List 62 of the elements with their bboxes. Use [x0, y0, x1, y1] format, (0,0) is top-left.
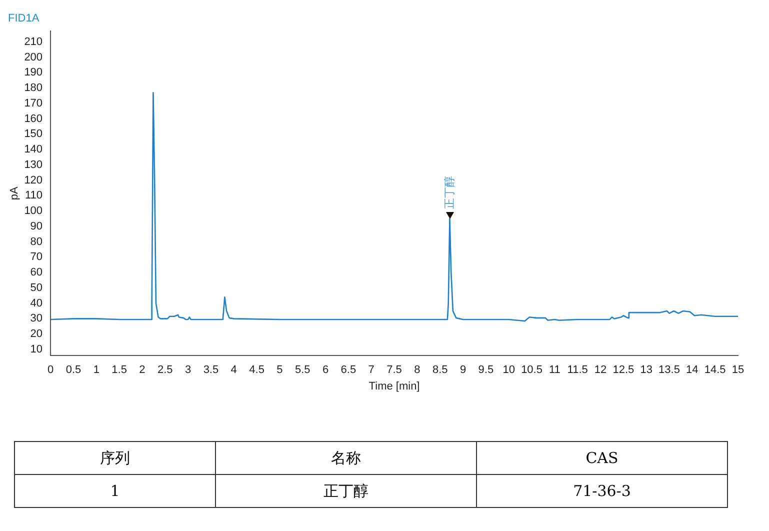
x-tick-label: 8.5	[432, 364, 448, 376]
x-tick-label: 5	[276, 364, 283, 376]
x-tick-label: 5.5	[294, 364, 310, 376]
chart-title: FID1A	[8, 12, 40, 25]
x-tick-label: 2	[139, 364, 146, 376]
y-tick-label: 110	[25, 190, 43, 202]
y-tick-label: 10	[30, 343, 43, 356]
y-tick-label: 70	[30, 251, 43, 264]
x-tick-label: 0.5	[66, 364, 82, 376]
y-tick-label: 100	[24, 205, 43, 218]
y-tick-label: 130	[24, 158, 43, 171]
x-tick-label: 6	[322, 364, 329, 376]
x-tick-label: 7.5	[386, 364, 402, 376]
text: 序列	[14, 442, 216, 474]
x-tick-label: 15	[732, 364, 744, 376]
x-tick-label: 8	[414, 364, 420, 376]
x-tick-label: 10	[502, 364, 515, 376]
y-tick-label: 30	[30, 312, 43, 325]
x-tick-label: 4	[230, 364, 237, 376]
text: 名称	[216, 442, 476, 474]
y-tick-label: 90	[30, 220, 43, 232]
text: 正丁醇	[216, 474, 476, 508]
x-tick-label: 9	[460, 364, 466, 376]
text: CAS	[476, 442, 728, 474]
x-tick-label: 13	[640, 364, 652, 376]
x-tick-label: 12.5	[612, 364, 634, 376]
x-tick-label: 11.5	[567, 364, 588, 376]
x-tick-label: 14	[686, 364, 698, 376]
text: 1	[14, 474, 216, 508]
y-tick-label: 210	[24, 36, 43, 48]
y-tick-label: 200	[24, 51, 43, 64]
y-tick-label: 150	[24, 128, 43, 140]
y-tick-label: 180	[24, 82, 43, 94]
y-tick-label: 20	[30, 328, 43, 340]
x-tick-label: 1.5	[112, 364, 127, 376]
y-tick-label: 160	[24, 112, 43, 125]
x-tick-label: 9.5	[478, 364, 494, 376]
x-tick-label: 12	[594, 364, 607, 376]
x-axis-title: Time [min]	[368, 380, 420, 392]
text: 71-36-3	[476, 474, 728, 508]
x-tick-label: 10.5	[521, 364, 542, 376]
x-tick-label: 2.5	[157, 364, 173, 376]
y-tick-label: 140	[24, 144, 43, 156]
y-tick-label: 60	[30, 266, 43, 279]
x-tick-label: 3	[184, 364, 192, 376]
y-tick-label: 40	[30, 297, 43, 310]
annotation: 正丁醇	[443, 176, 456, 209]
x-tick-label: 11	[548, 364, 560, 376]
y-tick-label: 190	[24, 66, 43, 79]
x-tick-label: 7	[368, 364, 374, 376]
y-tick-label: 170	[24, 97, 43, 110]
y-tick-label: 120	[24, 174, 43, 186]
y-tick-label: 80	[30, 236, 43, 248]
x-tick-label: 4.5	[249, 364, 264, 376]
x-tick-label: 13.5	[658, 364, 680, 376]
x-tick-label: 6.5	[340, 364, 356, 376]
x-tick-label: 0	[47, 364, 54, 376]
x-tick-label: 14.5	[704, 364, 726, 376]
y-axis-title: pA	[8, 186, 21, 200]
x-tick-label: 3.5	[203, 364, 219, 376]
y-tick-label: 50	[30, 282, 43, 294]
x-tick-label: 1	[93, 364, 100, 376]
